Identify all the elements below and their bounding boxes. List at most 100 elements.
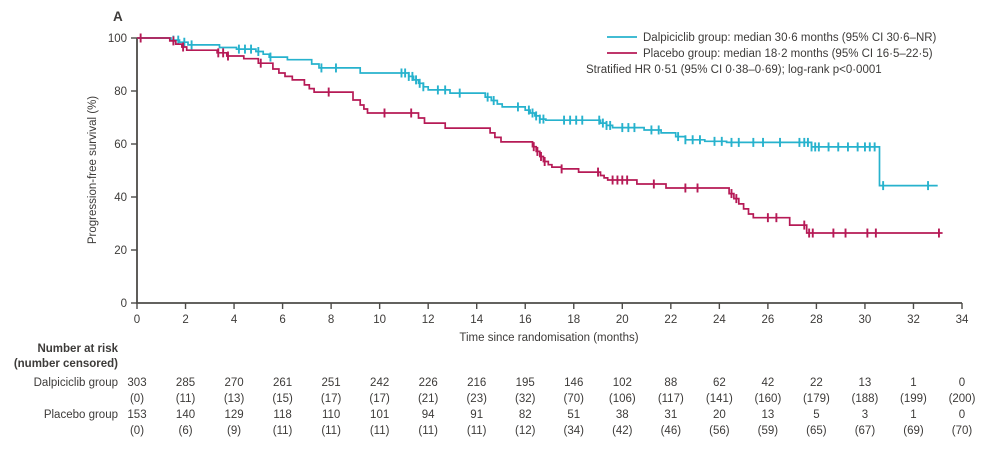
censored-cell: (23): [466, 393, 487, 405]
risk-cell: 13: [859, 377, 872, 389]
risk-table: Number at risk (number censored) Dalpici…: [14, 343, 976, 437]
censored-cell: (11): [467, 425, 487, 437]
risk-cell: 146: [564, 377, 583, 389]
y-axis-label: Progression-free survival (%): [87, 96, 99, 244]
risk-cell: 101: [370, 409, 389, 421]
censored-cell: (65): [806, 425, 827, 437]
y-tick-label: 60: [114, 139, 127, 151]
risk-cell: 1: [910, 377, 916, 389]
x-tick-label: 24: [713, 314, 726, 326]
risk-cell: 88: [664, 377, 677, 389]
x-tick-label: 12: [422, 314, 435, 326]
censored-cell: (106): [609, 393, 636, 405]
x-tick-label: 14: [470, 314, 483, 326]
risk-table-rows: Dalpiciclib group 303 (0) 285 (11) 270 (13) 261…: [34, 377, 976, 437]
censored-cell: (69): [903, 425, 924, 437]
censored-cell: (70): [564, 393, 585, 405]
x-tick-label: 22: [664, 314, 677, 326]
risk-cell: 5: [813, 409, 819, 421]
risk-cell: 51: [567, 409, 580, 421]
censored-cell: (21): [418, 393, 439, 405]
censored-cell: (11): [321, 425, 341, 437]
censored-cell: (46): [661, 425, 682, 437]
risk-row-label: Dalpiciclib group: [34, 377, 118, 389]
risk-cell: 42: [761, 377, 774, 389]
x-tick-label: 26: [761, 314, 774, 326]
x-tick-label: 20: [616, 314, 629, 326]
panel-label: A: [113, 9, 123, 24]
x-tick-label: 0: [134, 314, 140, 326]
censored-cell: (11): [176, 393, 196, 405]
censored-cell: (188): [852, 393, 879, 405]
risk-cell: 195: [516, 377, 535, 389]
censored-cell: (200): [949, 393, 976, 405]
x-tick-label: 32: [907, 314, 920, 326]
censored-cell: (6): [178, 425, 192, 437]
risk-cell: 110: [322, 409, 340, 421]
censored-cell: (11): [418, 425, 438, 437]
risk-row-label: Placebo group: [44, 409, 118, 421]
x-tick-label: 8: [328, 314, 334, 326]
censored-cell: (56): [709, 425, 730, 437]
risk-cell: 0: [959, 377, 965, 389]
x-axis-label: Time since randomisation (months): [459, 332, 638, 344]
legend: Dalpiciclib group: median 30·6 months (9…: [586, 32, 937, 76]
censored-cell: (59): [758, 425, 779, 437]
risk-cell: 22: [810, 377, 823, 389]
censored-cell: (17): [321, 393, 342, 405]
y-tick-label: 0: [121, 298, 127, 310]
x-tick-label: 28: [810, 314, 823, 326]
survival-curves: [137, 33, 943, 238]
risk-cell: 153: [127, 409, 146, 421]
x-tick-label: 18: [567, 314, 580, 326]
censored-cell: (199): [900, 393, 927, 405]
legend-label-placebo: Placebo group: median 18·2 months (95% C…: [643, 48, 933, 60]
risk-cell: 38: [616, 409, 629, 421]
x-tick-label: 4: [231, 314, 238, 326]
censored-cell: (13): [224, 393, 245, 405]
y-tick-label: 40: [114, 192, 127, 204]
placebo-curve: [137, 37, 943, 234]
censored-cell: (117): [658, 393, 684, 405]
risk-cell: 13: [761, 409, 774, 421]
risk-cell: 3: [862, 409, 868, 421]
risk-cell: 94: [422, 409, 435, 421]
risk-table-header-line1: Number at risk: [37, 343, 118, 355]
risk-cell: 102: [613, 377, 632, 389]
risk-cell: 91: [470, 409, 483, 421]
legend-hr-text: Stratified HR 0·51 (95% CI 0·38–0·69); l…: [586, 64, 882, 76]
censored-cell: (0): [130, 393, 144, 405]
legend-label-dalpiciclib: Dalpiciclib group: median 30·6 months (9…: [643, 32, 937, 44]
censored-cell: (34): [564, 425, 585, 437]
risk-cell: 303: [127, 377, 146, 389]
risk-cell: 31: [664, 409, 677, 421]
y-tick-label: 100: [108, 33, 127, 45]
risk-cell: 140: [176, 409, 195, 421]
risk-cell: 270: [224, 377, 243, 389]
censored-cell: (67): [855, 425, 876, 437]
x-tick-label: 10: [373, 314, 386, 326]
risk-cell: 20: [713, 409, 726, 421]
censored-cell: (11): [273, 425, 293, 437]
censored-cell: (17): [369, 393, 390, 405]
censored-cell: (141): [706, 393, 733, 405]
y-tick-label: 20: [114, 245, 127, 257]
x-tick-label: 34: [956, 314, 969, 326]
censored-cell: (11): [370, 425, 390, 437]
censored-cell: (32): [515, 393, 536, 405]
censored-cell: (12): [515, 425, 536, 437]
risk-cell: 129: [224, 409, 243, 421]
censored-cell: (0): [130, 425, 144, 437]
x-tick-label: 6: [279, 314, 285, 326]
risk-cell: 62: [713, 377, 726, 389]
dalpiciclib-curve: [137, 37, 938, 187]
censored-cell: (42): [612, 425, 633, 437]
risk-cell: 251: [322, 377, 341, 389]
x-tick-label: 16: [519, 314, 532, 326]
risk-cell: 0: [959, 409, 965, 421]
risk-table-header-line2: (number censored): [14, 358, 118, 370]
risk-cell: 118: [273, 409, 291, 421]
